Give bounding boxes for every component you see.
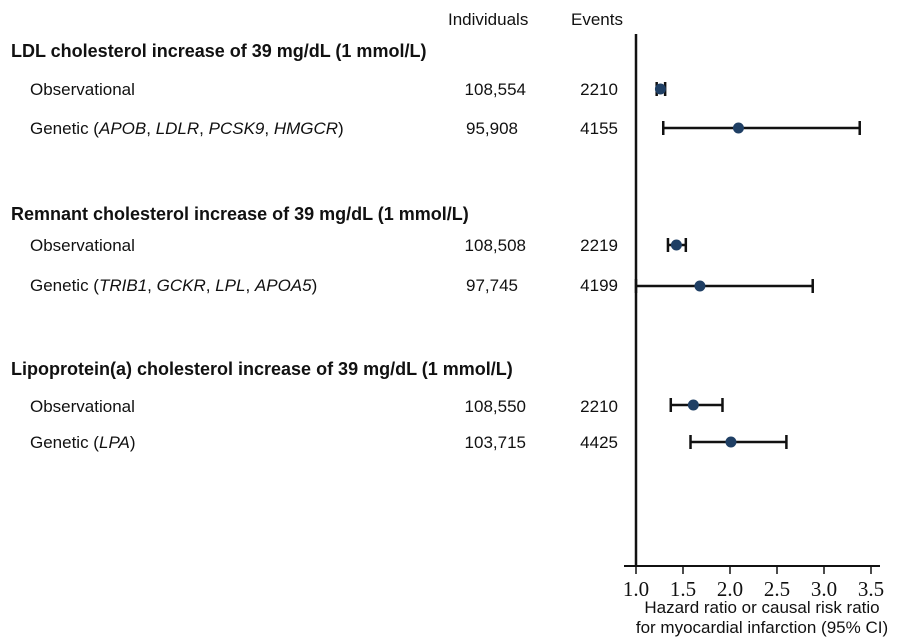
point-estimate bbox=[654, 83, 666, 95]
section-title-lpa: Lipoprotein(a) cholesterol increase of 3… bbox=[11, 359, 513, 379]
row-events-remnant-genetic: 4199 bbox=[580, 276, 618, 295]
row-events-ldl-genetic: 4155 bbox=[580, 119, 618, 138]
point-estimate bbox=[687, 399, 699, 411]
events-column-header: Events bbox=[571, 10, 623, 29]
ci-mark-1 bbox=[654, 82, 667, 96]
row-events-lpa-genetic: 4425 bbox=[580, 433, 618, 452]
point-estimate bbox=[725, 436, 737, 448]
row-label-ldl-genetic: Genetic (APOB, LDLR, PCSK9, HMGCR) bbox=[30, 119, 344, 138]
x-tick-label: 3.0 bbox=[811, 577, 837, 601]
row-label-remnant-observational: Observational bbox=[30, 236, 135, 255]
point-estimate bbox=[694, 280, 706, 292]
x-tick-label: 3.5 bbox=[858, 577, 884, 601]
row-individuals-lpa-observational: 108,550 bbox=[464, 397, 526, 416]
x-axis-ticks: 1.0 1.5 2.0 2.5 3.0 3.5 bbox=[623, 566, 884, 601]
row-events-remnant-observational: 2219 bbox=[580, 236, 618, 255]
point-estimate bbox=[670, 239, 682, 251]
row-individuals-remnant-observational: 108,508 bbox=[464, 236, 526, 255]
row-individuals-ldl-genetic: 95,908 bbox=[466, 119, 518, 138]
x-axis-label-line2: for myocardial infarction (95% CI) bbox=[635, 618, 889, 637]
forest-marks bbox=[634, 82, 861, 449]
ci-mark-4 bbox=[634, 279, 814, 293]
row-individuals-remnant-genetic: 97,745 bbox=[466, 276, 518, 295]
row-events-lpa-observational: 2210 bbox=[580, 397, 618, 416]
individuals-column-header: Individuals bbox=[448, 10, 529, 29]
ci-mark-2 bbox=[662, 121, 861, 135]
row-label-ldl-observational: Observational bbox=[30, 80, 135, 99]
row-events-ldl-observational: 2210 bbox=[580, 80, 618, 99]
x-tick-label: 1.5 bbox=[670, 577, 696, 601]
row-label-remnant-genetic: Genetic (TRIB1, GCKR, LPL, APOA5) bbox=[30, 276, 318, 295]
x-tick-label: 2.5 bbox=[764, 577, 790, 601]
x-tick-label: 1.0 bbox=[623, 577, 649, 601]
ci-mark-3 bbox=[666, 238, 688, 252]
section-title-remnant: Remnant cholesterol increase of 39 mg/dL… bbox=[11, 204, 469, 224]
row-individuals-ldl-observational: 108,554 bbox=[464, 80, 526, 99]
point-estimate bbox=[732, 122, 744, 134]
x-tick-label: 2.0 bbox=[717, 577, 743, 601]
row-label-lpa-observational: Observational bbox=[30, 397, 135, 416]
section-title-ldl: LDL cholesterol increase of 39 mg/dL (1 … bbox=[11, 41, 427, 61]
ci-mark-5 bbox=[669, 398, 724, 412]
ci-mark-6 bbox=[689, 435, 788, 449]
x-axis-label-line1: Hazard ratio or causal risk ratio bbox=[644, 598, 880, 617]
row-label-lpa-genetic: Genetic (LPA) bbox=[30, 433, 136, 452]
row-individuals-lpa-genetic: 103,715 bbox=[464, 433, 526, 452]
